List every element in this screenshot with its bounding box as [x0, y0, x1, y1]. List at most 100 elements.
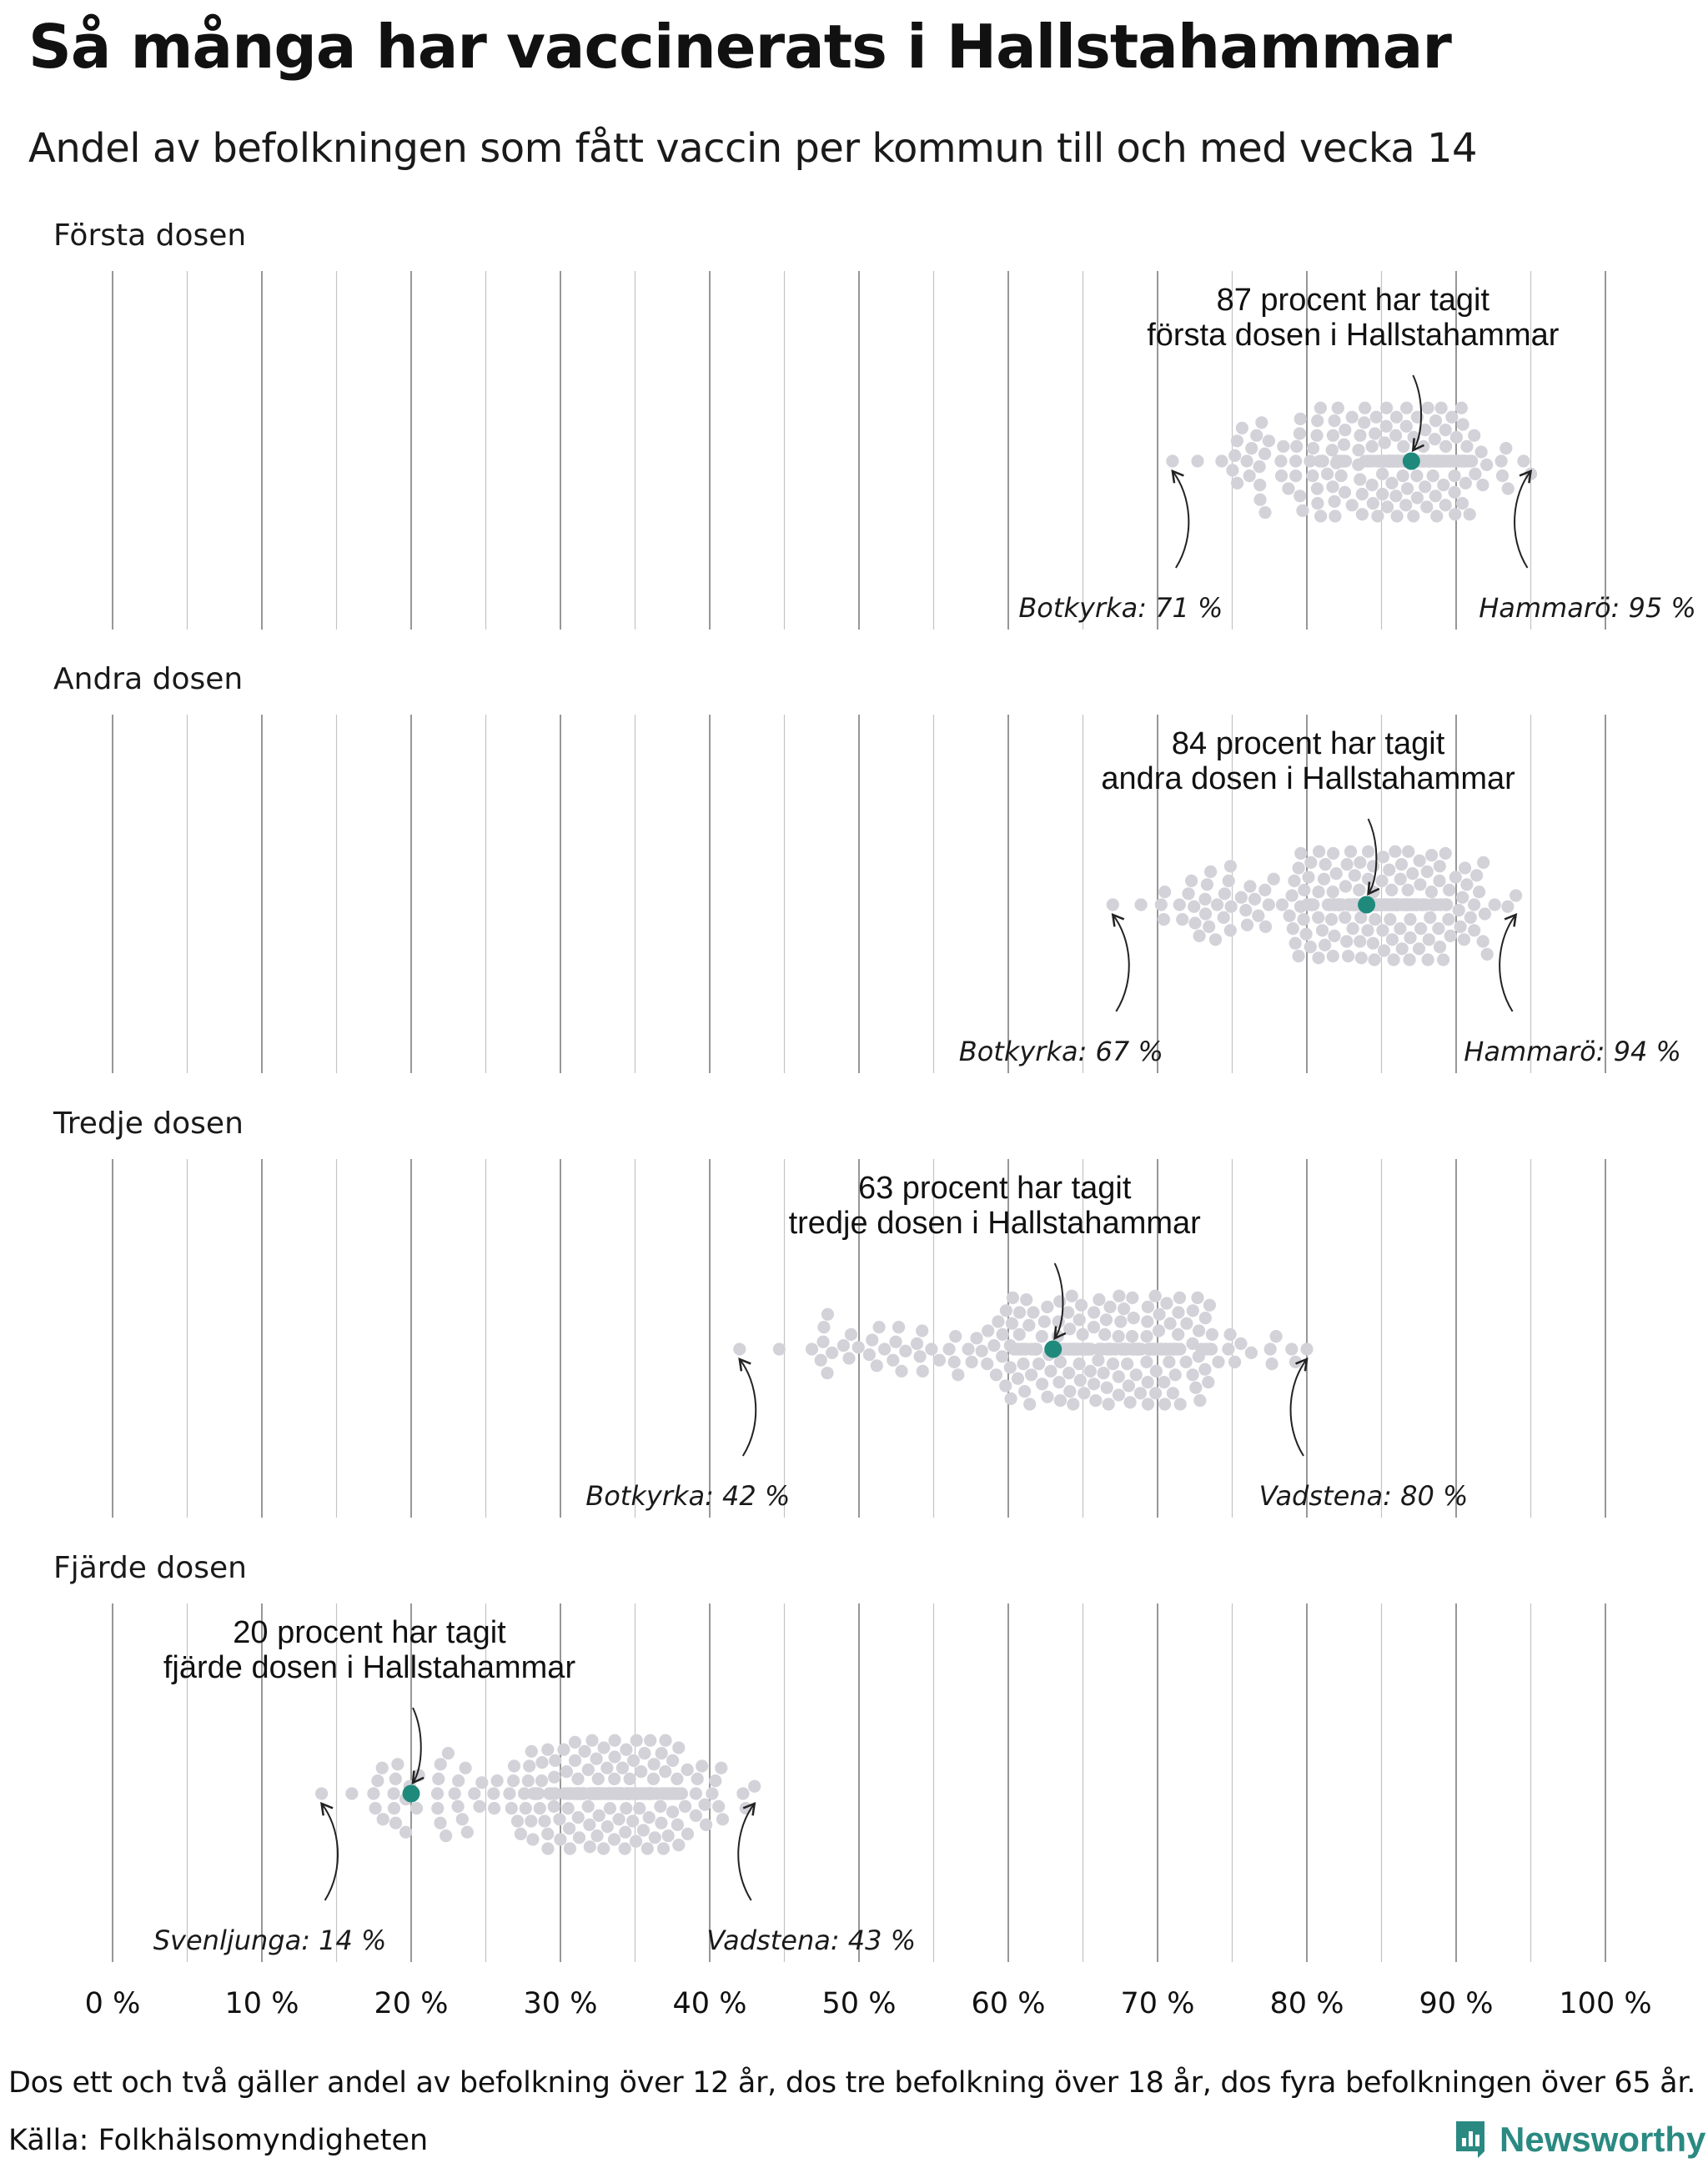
- municipality-dot[interactable]: [1185, 874, 1198, 887]
- municipality-dot[interactable]: [1235, 421, 1248, 434]
- municipality-dot[interactable]: [1222, 874, 1235, 887]
- municipality-dot[interactable]: [1399, 499, 1413, 512]
- municipality-dot[interactable]: [434, 1816, 447, 1829]
- municipality-dot[interactable]: [608, 1750, 621, 1764]
- municipality-dot[interactable]: [1410, 469, 1424, 483]
- municipality-dot[interactable]: [1460, 878, 1474, 891]
- municipality-dot[interactable]: [1476, 479, 1489, 492]
- municipality-dot[interactable]: [1355, 508, 1369, 521]
- municipality-dot[interactable]: [1494, 454, 1508, 468]
- municipality-dot[interactable]: [592, 1809, 605, 1822]
- municipality-dot[interactable]: [1173, 898, 1186, 911]
- municipality-dot[interactable]: [1193, 1394, 1207, 1408]
- municipality-dot[interactable]: [1030, 1342, 1043, 1356]
- municipality-dot[interactable]: [672, 1839, 686, 1852]
- municipality-dot[interactable]: [1365, 479, 1379, 492]
- municipality-dot[interactable]: [505, 1802, 518, 1815]
- municipality-dot[interactable]: [916, 1324, 929, 1337]
- municipality-dot[interactable]: [514, 1827, 528, 1840]
- municipality-dot[interactable]: [507, 1759, 521, 1773]
- municipality-dot[interactable]: [571, 1811, 585, 1824]
- municipality-dot[interactable]: [1314, 401, 1327, 414]
- municipality-dot[interactable]: [1354, 473, 1367, 486]
- municipality-dot[interactable]: [989, 1368, 1003, 1382]
- municipality-dot[interactable]: [1468, 429, 1481, 442]
- municipality-dot[interactable]: [1428, 433, 1441, 446]
- municipality-dot[interactable]: [1480, 458, 1494, 472]
- municipality-dot[interactable]: [1073, 1358, 1086, 1371]
- municipality-dot[interactable]: [1361, 924, 1374, 937]
- municipality-dot[interactable]: [1258, 920, 1273, 933]
- municipality-dot[interactable]: [1163, 1317, 1177, 1330]
- municipality-dot[interactable]: [448, 1787, 461, 1800]
- municipality-dot[interactable]: [1413, 854, 1426, 867]
- municipality-dot[interactable]: [1202, 1376, 1215, 1389]
- municipality-dot[interactable]: [1339, 880, 1352, 893]
- municipality-dot[interactable]: [1114, 1315, 1128, 1328]
- municipality-dot[interactable]: [1118, 1302, 1131, 1316]
- municipality-dot[interactable]: [1311, 497, 1324, 510]
- municipality-dot[interactable]: [1141, 1300, 1154, 1313]
- municipality-dot[interactable]: [1158, 1376, 1171, 1389]
- municipality-dot[interactable]: [1387, 953, 1400, 966]
- municipality-dot[interactable]: [1052, 1376, 1066, 1389]
- municipality-dot[interactable]: [1439, 423, 1452, 437]
- municipality-dot[interactable]: [1267, 872, 1280, 886]
- municipality-dot[interactable]: [1390, 509, 1404, 523]
- municipality-dot[interactable]: [1517, 454, 1530, 468]
- municipality-dot[interactable]: [554, 1833, 567, 1846]
- municipality-dot[interactable]: [1337, 438, 1351, 451]
- municipality-dot[interactable]: [1449, 871, 1462, 884]
- municipality-dot[interactable]: [1346, 922, 1359, 936]
- municipality-dot[interactable]: [389, 1772, 402, 1785]
- municipality-dot[interactable]: [1420, 865, 1434, 878]
- municipality-dot[interactable]: [597, 1842, 610, 1855]
- municipality-dot[interactable]: [473, 1799, 486, 1813]
- municipality-dot[interactable]: [1282, 482, 1295, 495]
- municipality-dot[interactable]: [1306, 469, 1319, 483]
- municipality-dot[interactable]: [982, 1324, 995, 1337]
- municipality-dot[interactable]: [709, 1774, 722, 1788]
- municipality-dot[interactable]: [538, 1814, 551, 1828]
- municipality-dot[interactable]: [590, 1752, 603, 1765]
- municipality-dot[interactable]: [581, 1763, 595, 1776]
- municipality-dot[interactable]: [535, 1774, 549, 1788]
- municipality-dot[interactable]: [748, 1779, 761, 1793]
- municipality-dot[interactable]: [1414, 922, 1428, 936]
- municipality-dot[interactable]: [560, 1765, 574, 1779]
- municipality-dot[interactable]: [1445, 410, 1459, 424]
- municipality-dot[interactable]: [1125, 1330, 1139, 1343]
- municipality-dot[interactable]: [1378, 436, 1391, 449]
- municipality-dot[interactable]: [655, 1747, 668, 1760]
- municipality-dot[interactable]: [1389, 489, 1403, 503]
- municipality-dot[interactable]: [1186, 1304, 1199, 1317]
- municipality-dot[interactable]: [1402, 845, 1415, 858]
- municipality-dot[interactable]: [654, 1799, 667, 1813]
- municipality-dot[interactable]: [1053, 1394, 1067, 1408]
- municipality-dot[interactable]: [1205, 1327, 1218, 1341]
- municipality-dot[interactable]: [671, 1772, 684, 1785]
- municipality-dot[interactable]: [1263, 1342, 1277, 1356]
- municipality-dot[interactable]: [535, 1756, 549, 1769]
- municipality-dot[interactable]: [1442, 913, 1455, 926]
- municipality-dot[interactable]: [452, 1774, 465, 1788]
- municipality-dot[interactable]: [561, 1802, 575, 1815]
- municipality-dot[interactable]: [648, 1831, 661, 1844]
- municipality-dot[interactable]: [1340, 935, 1354, 948]
- municipality-dot[interactable]: [1444, 929, 1457, 942]
- municipality-dot[interactable]: [1345, 410, 1359, 424]
- municipality-dot[interactable]: [1366, 936, 1379, 950]
- municipality-dot[interactable]: [1228, 449, 1242, 463]
- municipality-dot[interactable]: [432, 1772, 445, 1785]
- municipality-dot[interactable]: [1100, 1381, 1113, 1394]
- municipality-dot[interactable]: [932, 1353, 946, 1367]
- municipality-dot[interactable]: [1399, 419, 1413, 433]
- municipality-dot[interactable]: [553, 1813, 566, 1826]
- municipality-dot[interactable]: [1328, 929, 1341, 942]
- municipality-dot[interactable]: [1168, 1368, 1182, 1382]
- municipality-dot[interactable]: [1420, 500, 1434, 514]
- municipality-dot[interactable]: [1437, 479, 1450, 492]
- municipality-dot[interactable]: [1035, 1330, 1048, 1343]
- municipality-dot[interactable]: [1311, 414, 1324, 428]
- municipality-dot[interactable]: [999, 1379, 1012, 1393]
